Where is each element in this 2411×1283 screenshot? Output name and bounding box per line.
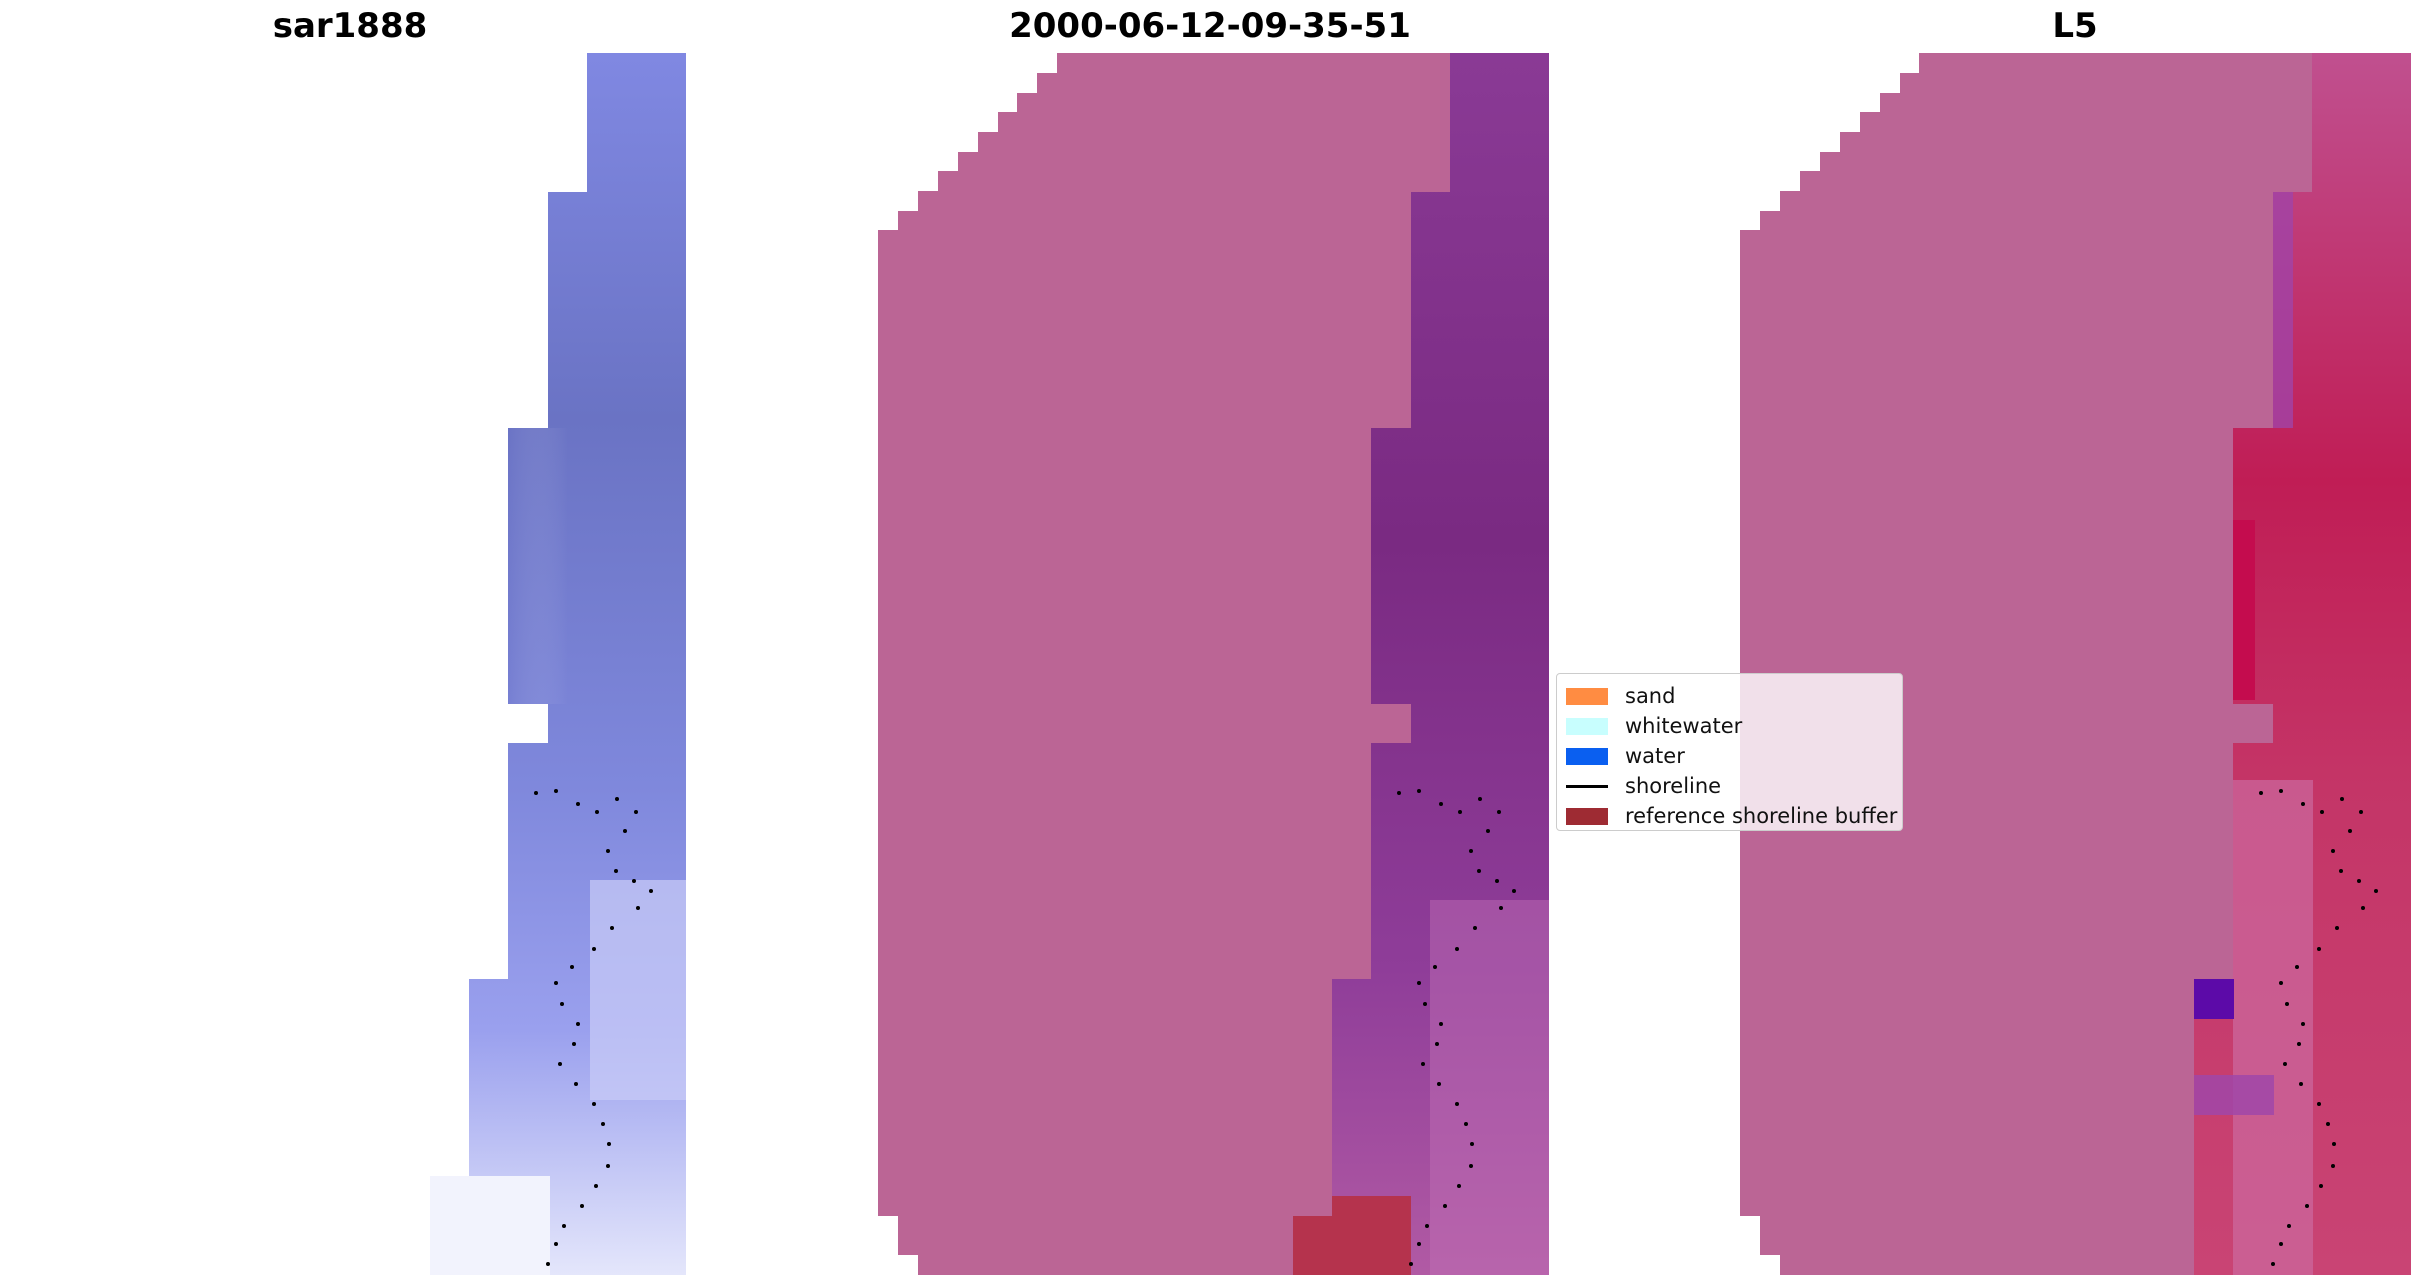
shoreline-sar xyxy=(534,789,653,1266)
legend-item-sand: sand xyxy=(1566,683,1675,709)
l5-purple-cells xyxy=(2273,192,2293,428)
whitewater-swatch xyxy=(1566,717,1608,735)
index-water-region xyxy=(1332,53,1549,1275)
water-swatch xyxy=(1566,747,1608,765)
sar-bright-patch xyxy=(590,880,686,1100)
sar-panel xyxy=(430,53,686,1275)
sand-swatch xyxy=(1566,687,1608,705)
legend-item-reference-buffer: reference shoreline buffer xyxy=(1566,803,1897,829)
index-buffer-patch xyxy=(1293,1196,1411,1275)
l5-crimson-strip xyxy=(2233,520,2255,700)
sar-shadow xyxy=(508,428,568,704)
legend-label: water xyxy=(1625,744,1685,768)
legend-item-whitewater: whitewater xyxy=(1566,713,1742,739)
legend: sand whitewater water shoreline referenc… xyxy=(1556,673,1903,831)
legend-item-shoreline: shoreline xyxy=(1566,773,1721,799)
index-lower-fade xyxy=(1430,900,1549,1275)
l5-land-mask xyxy=(1740,53,2312,1275)
reference-buffer-swatch xyxy=(1566,807,1608,825)
legend-label: sand xyxy=(1625,684,1676,708)
legend-label: whitewater xyxy=(1625,714,1743,738)
index-panel xyxy=(878,53,1549,1275)
shoreline-l5 xyxy=(2259,789,2378,1266)
l5-panel xyxy=(1740,53,2411,1275)
l5-whitewater-band xyxy=(2233,780,2313,1275)
panel-title-date: 2000-06-12-09-35-51 xyxy=(1009,6,1411,46)
legend-item-water: water xyxy=(1566,743,1685,769)
shoreline-index xyxy=(1397,789,1516,1266)
legend-label: shoreline xyxy=(1625,774,1722,798)
l5-dark-cell xyxy=(2194,979,2234,1019)
index-land-mask xyxy=(878,53,1450,1275)
panel-title-l5: L5 xyxy=(2052,6,2098,46)
legend-label: reference shoreline buffer xyxy=(1625,804,1898,828)
sar-whitewater-patch xyxy=(430,1176,550,1275)
shoreline-swatch xyxy=(1566,784,1608,788)
panel-title-sar: sar1888 xyxy=(272,6,428,46)
l5-violet-block xyxy=(2194,1075,2274,1115)
